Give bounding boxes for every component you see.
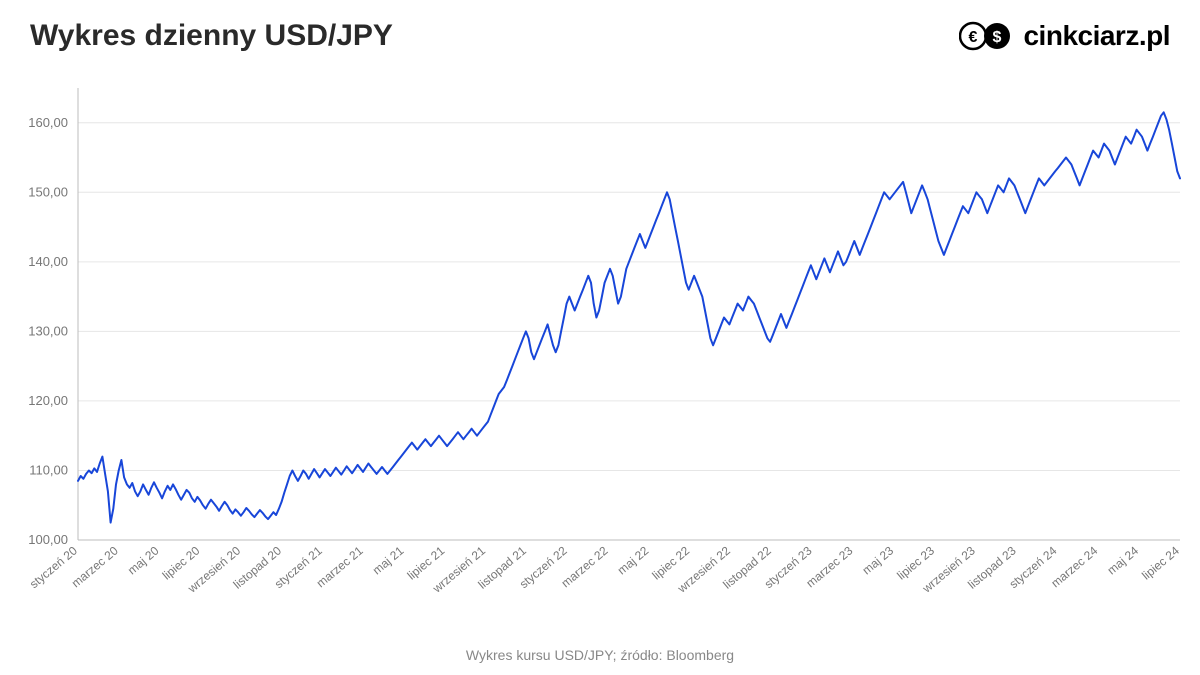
svg-text:maj 23: maj 23 <box>860 543 897 577</box>
chart-area: 100,00 110,00 120,00 130,00 140,00 150,00 160,… <box>0 70 1200 635</box>
svg-text:maj 20: maj 20 <box>125 543 162 577</box>
logo-text: cinkciarz.pl <box>1023 20 1170 52</box>
svg-text:150,00: 150,00 <box>28 184 68 199</box>
svg-text:140,00: 140,00 <box>28 254 68 269</box>
line-chart: 100,00 110,00 120,00 130,00 140,00 150,00 160,… <box>0 70 1200 635</box>
svg-text:$: $ <box>993 29 1002 46</box>
chart-title: Wykres dzienny USD/JPY <box>30 19 393 53</box>
svg-text:maj 21: maj 21 <box>370 543 407 577</box>
svg-text:€: € <box>969 29 978 46</box>
svg-text:130,00: 130,00 <box>28 323 68 338</box>
svg-text:maj 24: maj 24 <box>1105 543 1142 577</box>
currency-icons: € $ <box>959 18 1019 54</box>
chart-caption: Wykres kursu USD/JPY; źródło: Bloomberg <box>0 647 1200 663</box>
header: Wykres dzienny USD/JPY € $ cinkciarz.pl <box>0 0 1200 54</box>
svg-text:maj 22: maj 22 <box>615 543 652 577</box>
svg-text:100,00: 100,00 <box>28 532 68 547</box>
svg-text:110,00: 110,00 <box>29 462 68 477</box>
brand-logo: € $ cinkciarz.pl <box>959 18 1170 54</box>
svg-text:120,00: 120,00 <box>28 393 68 408</box>
svg-text:160,00: 160,00 <box>28 115 68 130</box>
svg-text:lipiec 24: lipiec 24 <box>1139 543 1182 582</box>
